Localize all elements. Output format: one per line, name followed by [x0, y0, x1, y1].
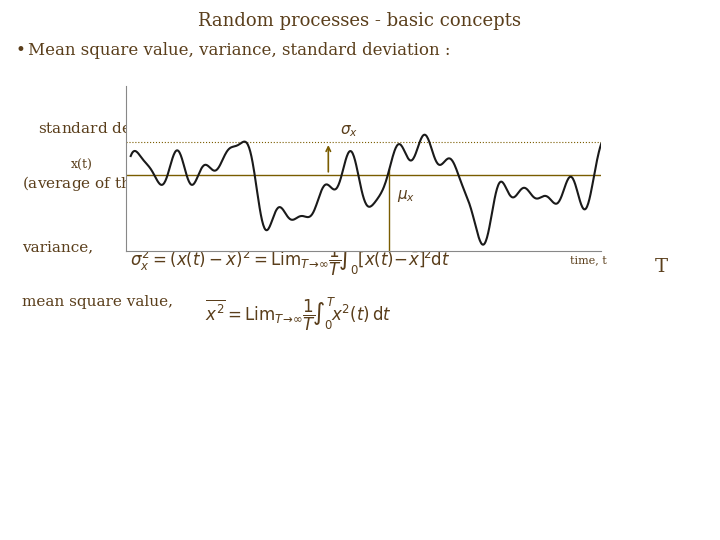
Text: $\sigma_x$: $\sigma_x$	[340, 124, 358, 139]
Text: $\overline{x^2} = \mathrm{Lim}_{T\!\to\!\infty}\dfrac{1}{T}\!\int_0^T\! x^2(t)\,: $\overline{x^2} = \mathrm{Lim}_{T\!\to\!…	[205, 295, 392, 333]
Text: x(t): x(t)	[71, 159, 93, 172]
Text: time, t: time, t	[570, 255, 607, 265]
Text: $\mu_x$: $\mu_x$	[397, 187, 415, 204]
Text: T: T	[655, 258, 668, 276]
Text: $\sigma_x^2 = \overline{\left(x(t)-\bar{x}\right)^2} = \mathrm{Lim}_{T\!\to\!\in: $\sigma_x^2 = \overline{\left(x(t)-\bar{…	[130, 240, 451, 278]
Text: (average of the square of the deviation of x(t) from the mean value,  $\bar{x}$): (average of the square of the deviation …	[22, 175, 569, 194]
Text: •: •	[15, 42, 25, 59]
Text: Random processes - basic concepts: Random processes - basic concepts	[199, 12, 521, 30]
Text: variance,: variance,	[22, 240, 93, 254]
Text: standard deviation, $\sigma_x$, is the square root of the variance: standard deviation, $\sigma_x$, is the s…	[38, 120, 477, 138]
Text: Mean square value, variance, standard deviation :: Mean square value, variance, standard de…	[28, 42, 451, 59]
Text: mean square value,: mean square value,	[22, 295, 173, 309]
